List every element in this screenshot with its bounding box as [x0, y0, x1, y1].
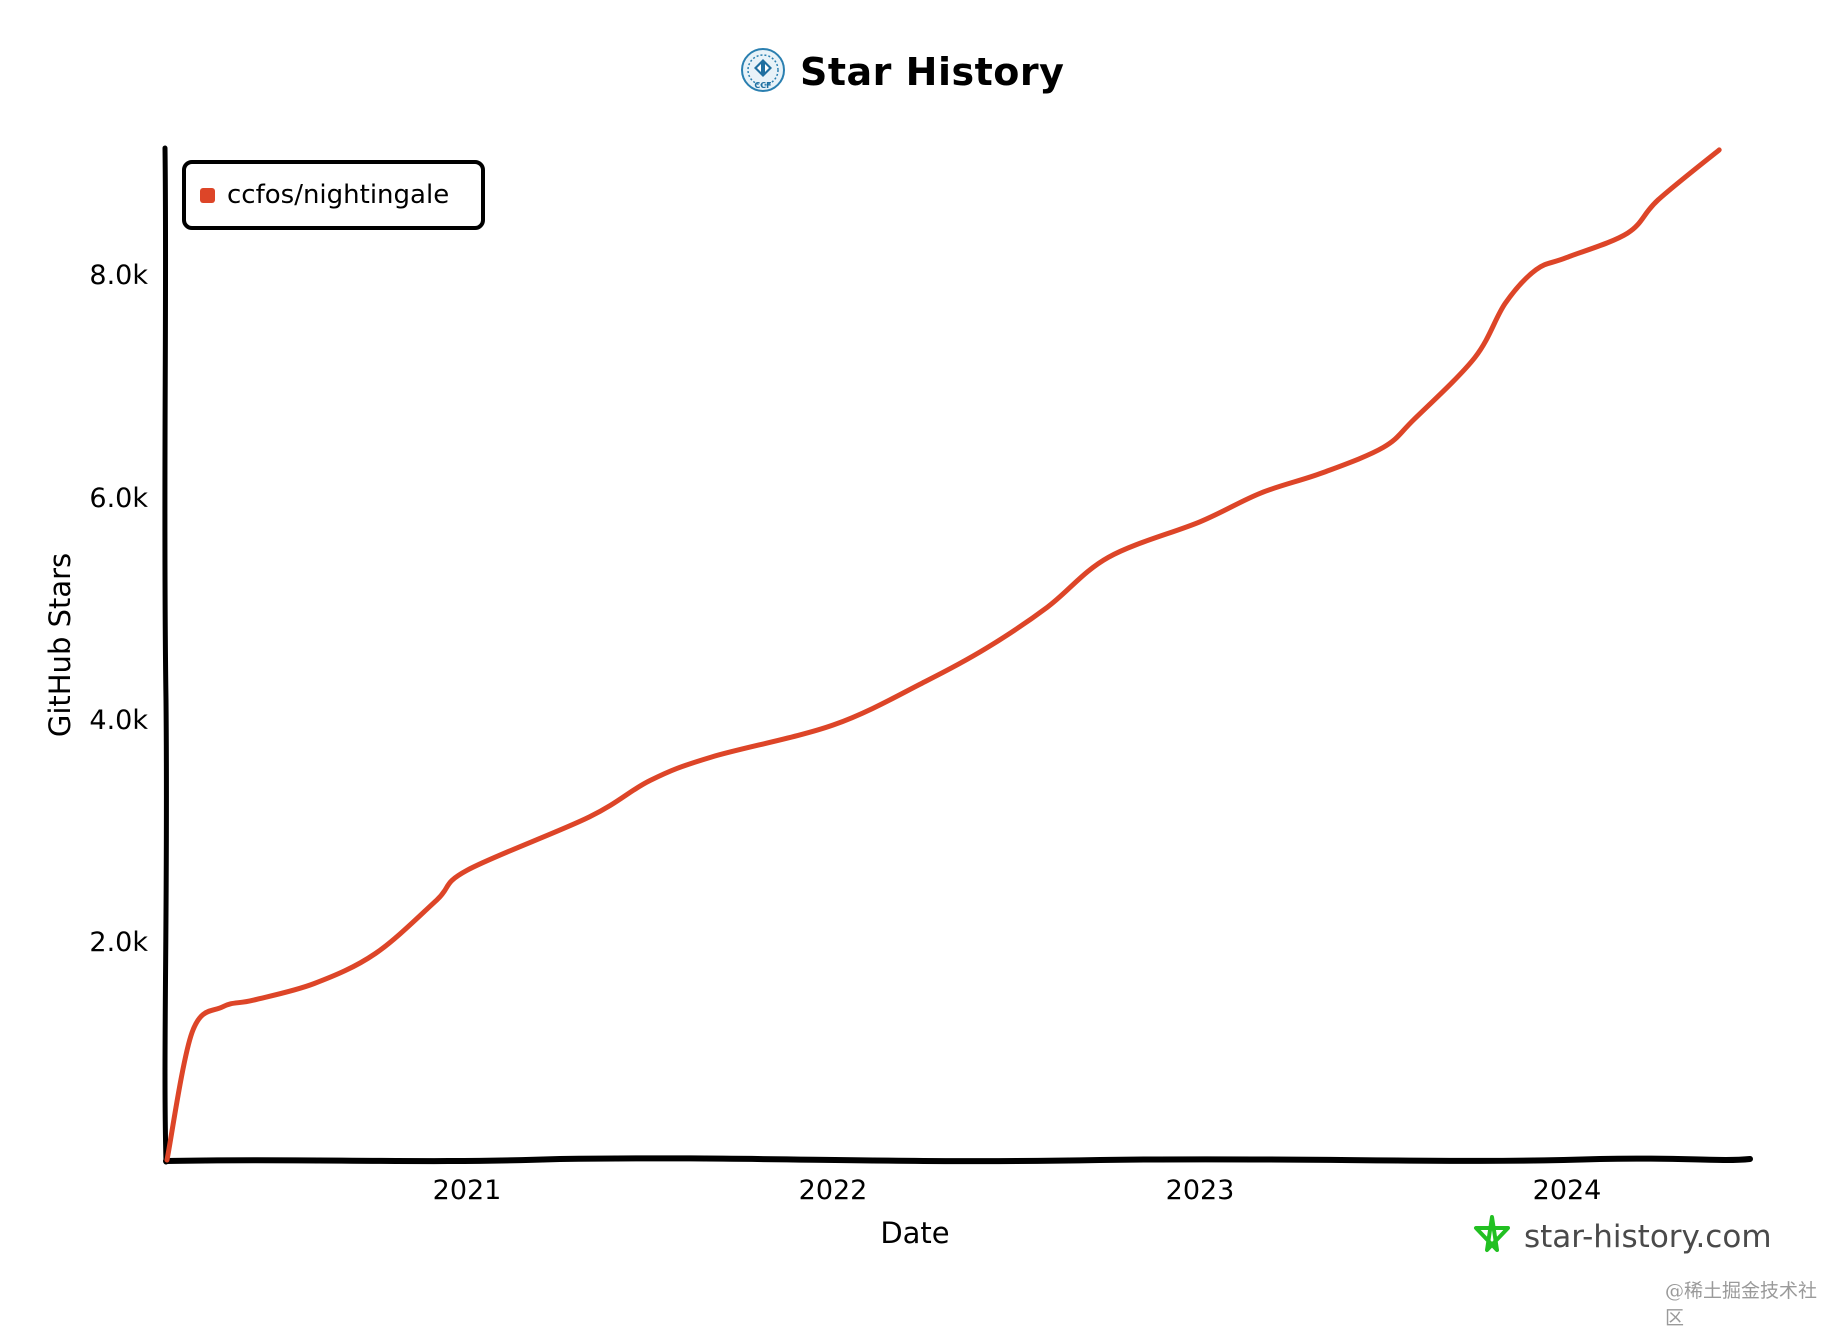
legend-swatch — [200, 187, 215, 203]
y-tick-label: 2.0k — [89, 927, 148, 958]
x-tick-label: 2024 — [1533, 1175, 1602, 1206]
star-icon — [1472, 1214, 1512, 1260]
y-tick-label: 4.0k — [89, 705, 148, 736]
legend-item-label[interactable]: ccfos/nightingale — [227, 180, 450, 210]
legend: ccfos/nightingale — [182, 160, 485, 230]
ccf-logo-icon: CCF — [740, 47, 786, 97]
x-tick-label: 2021 — [433, 1175, 502, 1206]
series-line-ccfos-nightingale[interactable] — [164, 147, 1722, 1163]
svg-text:CCF: CCF — [754, 81, 771, 90]
chart-title: Star History — [800, 50, 1065, 94]
chart-header: CCF Star History — [740, 44, 1064, 100]
watermark: @稀土掘金技术社区 — [1665, 1280, 1818, 1329]
x-axis-title: Date — [880, 1216, 949, 1250]
y-tick-label: 8.0k — [89, 260, 148, 291]
y-tick-label: 6.0k — [89, 483, 148, 514]
x-tick-label: 2023 — [1166, 1175, 1235, 1206]
y-axis-line — [162, 145, 169, 1165]
branding-text[interactable]: star-history.com — [1524, 1219, 1772, 1255]
x-axis-line — [163, 1155, 1753, 1165]
x-tick-label: 2022 — [799, 1175, 868, 1206]
star-history-branding[interactable]: star-history.com — [1472, 1214, 1772, 1260]
y-axis-title: GitHub Stars — [43, 552, 77, 738]
